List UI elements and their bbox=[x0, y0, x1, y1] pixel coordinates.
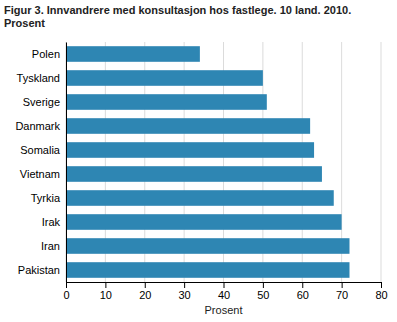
bar bbox=[66, 94, 267, 110]
tick-label: Pakistan bbox=[18, 264, 60, 276]
chart: Figur 3. Innvandrere med konsultasjon ho… bbox=[0, 0, 397, 322]
tick: Vietnam bbox=[20, 168, 66, 180]
tick-label: Sverige bbox=[23, 96, 60, 108]
bar bbox=[66, 214, 342, 230]
tick-mark bbox=[66, 282, 67, 288]
tick: 70 bbox=[336, 282, 348, 301]
tick-mark bbox=[105, 282, 106, 288]
tick: 60 bbox=[297, 282, 309, 301]
tick-label: Polen bbox=[32, 48, 60, 60]
tick-mark bbox=[381, 282, 382, 288]
tick-mark bbox=[342, 282, 343, 288]
tick: Iran bbox=[41, 240, 66, 252]
title: Figur 3. Innvandrere med konsultasjon ho… bbox=[4, 4, 351, 29]
tick: 40 bbox=[218, 282, 230, 301]
tick: Tyskland bbox=[17, 72, 66, 84]
bar bbox=[66, 166, 322, 182]
axis-title: Prosent bbox=[205, 304, 243, 316]
tick-label: Irak bbox=[42, 216, 61, 228]
tick: Danmark bbox=[15, 120, 66, 132]
tick: 0 bbox=[63, 282, 69, 301]
tick: Polen bbox=[32, 48, 66, 60]
tick: 80 bbox=[375, 282, 387, 301]
tick-label: 80 bbox=[375, 289, 387, 301]
tick: Irak bbox=[42, 216, 66, 228]
plot: 0 10 20 30 40 50 60 70 80 Pakistan Iran Irak Tyrkia V… bbox=[15, 42, 387, 301]
tick-label: Danmark bbox=[15, 120, 60, 132]
tick-mark bbox=[224, 282, 225, 288]
axis-line bbox=[66, 43, 67, 283]
tick-label: Vietnam bbox=[20, 168, 60, 180]
tick-label: Tyrkia bbox=[31, 192, 61, 204]
tick-label: 20 bbox=[139, 289, 151, 301]
tick-label: Iran bbox=[41, 240, 60, 252]
bar bbox=[66, 118, 310, 134]
tick-mark bbox=[184, 282, 185, 288]
tick-mark bbox=[263, 282, 264, 288]
grid-line bbox=[381, 42, 382, 282]
tick-label: 0 bbox=[63, 289, 69, 301]
tick-mark bbox=[302, 282, 303, 288]
tick-label: 60 bbox=[297, 289, 309, 301]
title-line: Prosent bbox=[4, 17, 45, 29]
tick-label: 70 bbox=[336, 289, 348, 301]
grid-line bbox=[66, 42, 67, 282]
bar bbox=[66, 70, 263, 86]
tick: Pakistan bbox=[18, 264, 66, 276]
tick-label: 50 bbox=[257, 289, 269, 301]
bar bbox=[66, 238, 350, 254]
tick: Somalia bbox=[20, 144, 66, 156]
bar bbox=[66, 262, 350, 278]
value-axis: 0 10 20 30 40 50 60 70 80 bbox=[63, 282, 387, 301]
title-line: Figur 3. Innvandrere med konsultasjon ho… bbox=[4, 4, 351, 16]
bars bbox=[66, 46, 350, 278]
category-axis: Pakistan Iran Irak Tyrkia Vietnam Somalia Danm… bbox=[15, 43, 66, 283]
grid bbox=[66, 42, 381, 282]
tick: Tyrkia bbox=[31, 192, 66, 204]
tick-label: Somalia bbox=[20, 144, 61, 156]
tick: Sverige bbox=[23, 96, 66, 108]
tick: 50 bbox=[257, 282, 269, 301]
bar bbox=[66, 190, 334, 206]
tick-mark bbox=[145, 282, 146, 288]
tick: 20 bbox=[139, 282, 151, 301]
bar bbox=[66, 46, 200, 62]
bar bbox=[66, 142, 314, 158]
tick-label: 30 bbox=[179, 289, 191, 301]
tick-label: Tyskland bbox=[17, 72, 60, 84]
tick-label: 40 bbox=[218, 289, 230, 301]
tick: 10 bbox=[100, 282, 112, 301]
tick: 30 bbox=[179, 282, 191, 301]
tick-label: 10 bbox=[100, 289, 112, 301]
